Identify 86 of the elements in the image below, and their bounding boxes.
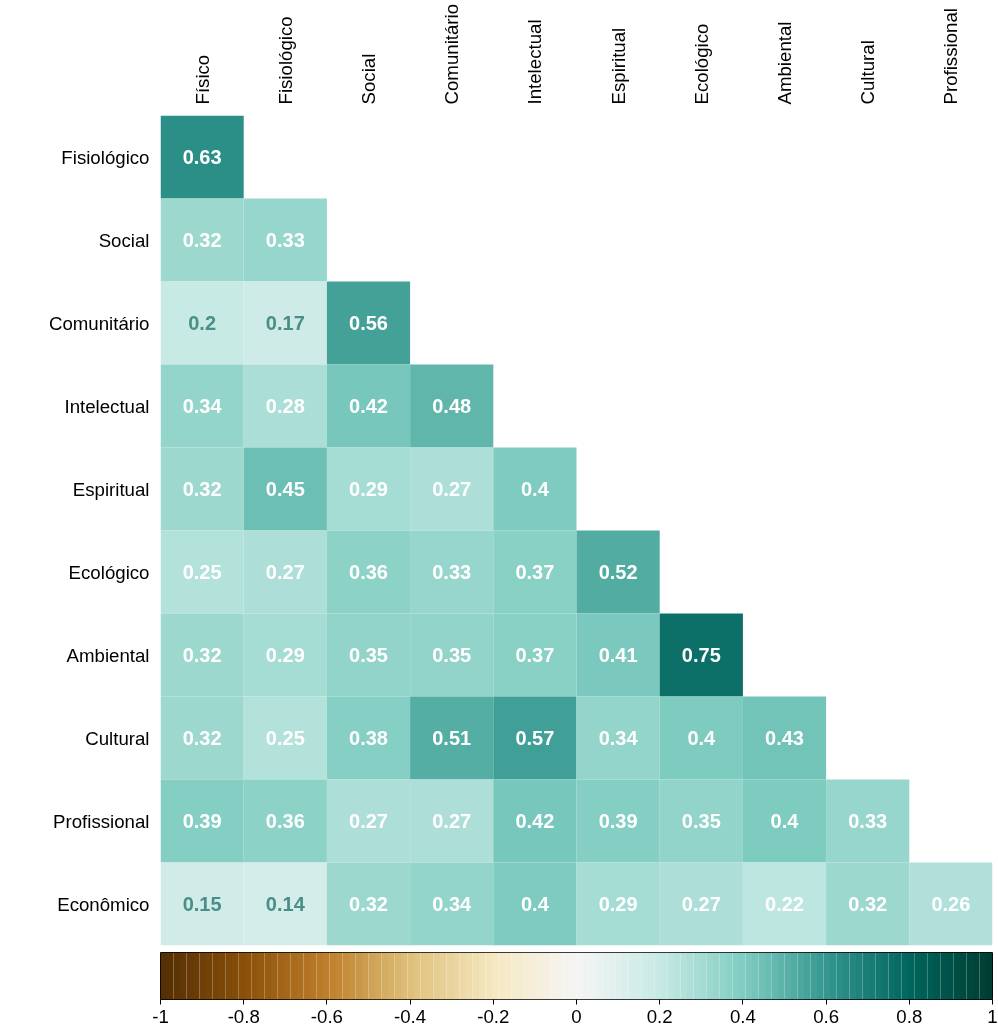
color-bar-label: -0.4 — [394, 1005, 427, 1027]
data-label: 0.29 — [349, 478, 388, 500]
data-label: 0.37 — [515, 644, 555, 666]
data-label: 0.27 — [432, 478, 472, 500]
data-label: 0.27 — [265, 561, 305, 583]
data-label: 0.39 — [598, 810, 638, 832]
data-label: 0.27 — [349, 810, 388, 832]
color-bar-label: -0.6 — [310, 1005, 343, 1027]
data-label: 0.34 — [432, 893, 473, 915]
x-tick-label: Intelectual — [524, 19, 546, 105]
data-label: 0.32 — [182, 644, 222, 666]
data-label: 0.14 — [265, 893, 306, 915]
x-tick-label: Comunitário — [441, 3, 463, 105]
data-label: 0.36 — [265, 810, 305, 832]
data-label: 0.4 — [521, 478, 550, 500]
data-label: 0.32 — [848, 893, 888, 915]
y-tick-label: Econômico — [57, 893, 150, 915]
x-tick-label: Profissional — [940, 8, 962, 105]
data-label: 0.4 — [521, 893, 550, 915]
color-bar-label: -0.8 — [227, 1005, 260, 1027]
x-tick-label: Ecológico — [690, 23, 712, 105]
data-label: 0.45 — [265, 478, 305, 500]
data-label: 0.33 — [265, 229, 305, 251]
x-tick-label: Social — [358, 53, 379, 105]
data-label: 0.15 — [182, 893, 222, 915]
data-label: 0.52 — [598, 561, 638, 583]
data-label: 0.32 — [349, 893, 388, 915]
x-tick-label: Ambiental — [774, 21, 795, 105]
data-label: 0.32 — [182, 229, 222, 251]
data-label: 0.28 — [265, 395, 305, 417]
data-label: 0.27 — [432, 810, 472, 832]
y-tick-label: Intelectual — [64, 395, 150, 417]
data-label: 0.33 — [848, 810, 888, 832]
data-label: 0.29 — [265, 644, 305, 666]
color-bar-label: 0.6 — [813, 1005, 840, 1027]
data-label: 0.32 — [182, 727, 222, 749]
y-tick-label: Comunitário — [48, 312, 150, 334]
data-label: 0.37 — [515, 561, 555, 583]
data-label: 0.57 — [515, 727, 555, 749]
color-bar-label: 0 — [571, 1005, 582, 1027]
data-label: 0.35 — [349, 644, 388, 666]
data-label: 0.41 — [598, 644, 638, 666]
color-bar-label: 0.4 — [729, 1005, 756, 1027]
data-label: 0.35 — [681, 810, 721, 832]
color-bar-label: 0.2 — [646, 1005, 673, 1027]
x-tick-label: Espiritual — [607, 27, 629, 105]
data-label: 0.4 — [687, 727, 717, 749]
data-label: 0.34 — [598, 727, 639, 749]
data-label: 0.17 — [265, 312, 305, 334]
y-tick-label: Ambiental — [66, 644, 150, 666]
data-label: 0.34 — [182, 395, 223, 417]
data-label: 0.56 — [349, 312, 388, 334]
y-tick-label: Espiritual — [72, 478, 150, 500]
y-tick-label: Cultural — [85, 727, 150, 749]
data-label: 0.25 — [182, 561, 222, 583]
color-bar-label: 0.8 — [896, 1005, 923, 1027]
x-tick-label: Fisiológico — [274, 16, 296, 105]
data-label: 0.36 — [349, 561, 388, 583]
data-label: 0.38 — [349, 727, 388, 749]
data-label: 0.42 — [349, 395, 388, 417]
data-label: 0.35 — [432, 644, 472, 666]
data-label: 0.51 — [432, 727, 472, 749]
y-tick-label: Ecológico — [68, 561, 150, 583]
data-label: 0.29 — [598, 893, 638, 915]
data-label: 0.25 — [265, 727, 305, 749]
y-tick-label: Fisiológico — [61, 146, 150, 168]
color-bar-label: -1 — [152, 1005, 169, 1027]
data-label: 0.22 — [765, 893, 804, 915]
data-label: 0.2 — [188, 312, 217, 334]
y-tick-label: Profissional — [53, 810, 150, 832]
data-label: 0.33 — [432, 561, 472, 583]
x-tick-label: Físico — [191, 54, 213, 105]
data-label: 0.48 — [432, 395, 472, 417]
data-label: 0.75 — [681, 644, 721, 666]
data-label: 0.32 — [182, 478, 222, 500]
data-label: 0.63 — [182, 146, 222, 168]
data-label: 0.43 — [765, 727, 804, 749]
data-label: 0.27 — [681, 893, 721, 915]
x-tick-label: Cultural — [857, 40, 879, 105]
data-label: 0.4 — [770, 810, 800, 832]
data-label: 0.42 — [515, 810, 555, 832]
data-label: 0.26 — [931, 893, 971, 915]
color-bar-label: -0.2 — [477, 1005, 510, 1027]
y-tick-label: Social — [98, 229, 150, 251]
color-bar-label: 1 — [987, 1005, 998, 1027]
data-label: 0.39 — [182, 810, 222, 832]
